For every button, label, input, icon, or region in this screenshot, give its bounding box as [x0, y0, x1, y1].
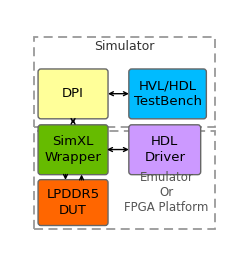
Text: LPDDR5
DUT: LPDDR5 DUT	[47, 188, 100, 217]
Bar	[34, 37, 215, 127]
FancyBboxPatch shape	[129, 125, 201, 175]
FancyArrowPatch shape	[109, 148, 127, 152]
FancyBboxPatch shape	[38, 69, 108, 119]
FancyBboxPatch shape	[129, 69, 206, 119]
FancyArrowPatch shape	[80, 176, 83, 180]
FancyArrowPatch shape	[63, 174, 67, 178]
Bar	[34, 131, 215, 228]
Text: HVL/HDL
TestBench: HVL/HDL TestBench	[134, 80, 202, 109]
FancyArrowPatch shape	[71, 119, 75, 124]
Text: HDL
Driver: HDL Driver	[144, 135, 185, 164]
FancyBboxPatch shape	[38, 180, 108, 226]
Text: Simulator: Simulator	[94, 40, 155, 53]
FancyArrowPatch shape	[110, 92, 127, 96]
Text: Emulator
Or
FPGA Platform: Emulator Or FPGA Platform	[124, 171, 209, 214]
FancyBboxPatch shape	[38, 125, 108, 175]
Text: DPI: DPI	[62, 87, 84, 100]
Text: SimXL
Wrapper: SimXL Wrapper	[45, 135, 102, 164]
